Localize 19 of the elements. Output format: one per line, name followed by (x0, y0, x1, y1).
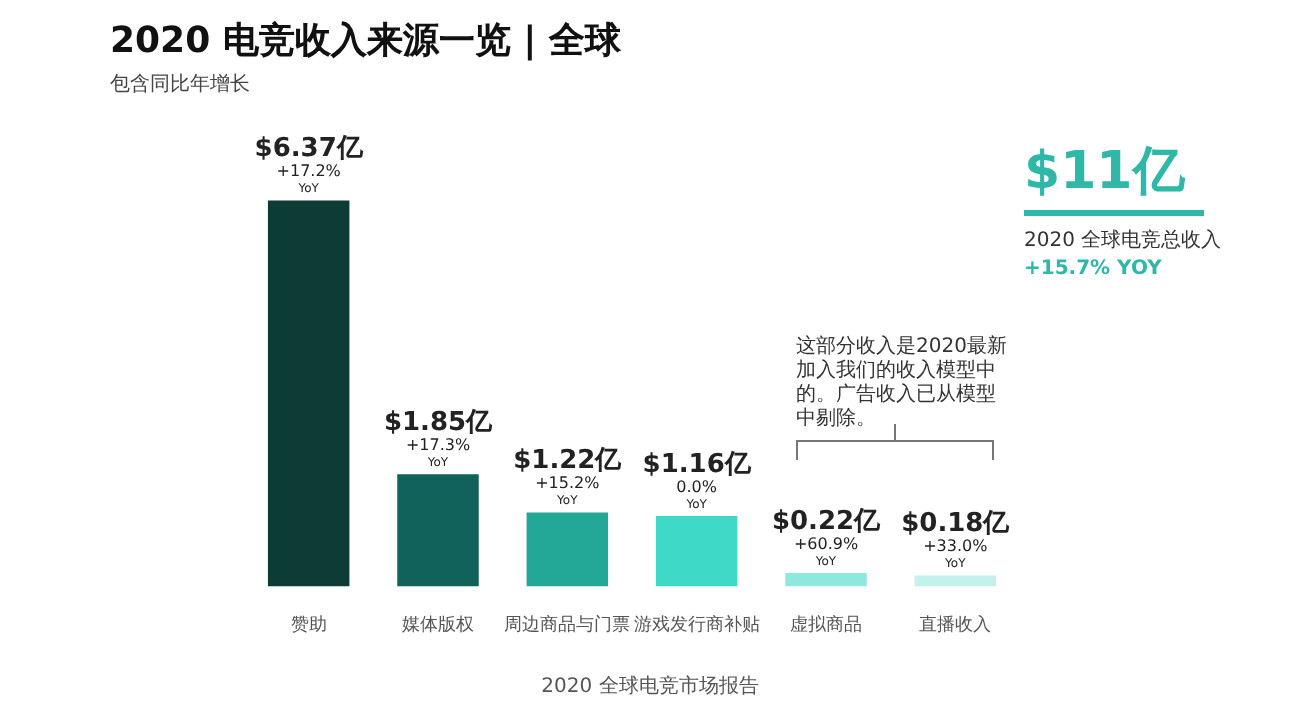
x-tick-label: 直播收入 (919, 613, 992, 636)
chart-subtitle: 包含同比年增长 (110, 71, 250, 98)
bar (914, 575, 997, 587)
x-tick-label: 媒体版权 (402, 613, 474, 636)
bar (655, 516, 738, 587)
x-tick-label: 赞助 (290, 613, 327, 636)
text: +15.7% YOY (1024, 258, 1164, 280)
x-tick-label: 虚拟商品 (790, 613, 862, 636)
text: $11亿 (1024, 136, 1204, 216)
bar (526, 512, 609, 587)
chart-title: 2020 电竞收入来源一览 | 全球 (110, 18, 621, 64)
text: 2020 全球电竞市场报告 (539, 673, 761, 700)
x-tick-label: 游戏发行商补贴 (633, 613, 760, 636)
text: 2020 全球电竞总收入 (1024, 227, 1224, 254)
annotation: 这部分收入是2020最新加入我们的收入模型中的。广告收入已从模型中剔除。 (796, 336, 1009, 432)
bar (785, 573, 867, 587)
bar (397, 474, 479, 587)
x-tick-label: 周边商品与门票 (504, 613, 631, 636)
bar (267, 200, 350, 587)
